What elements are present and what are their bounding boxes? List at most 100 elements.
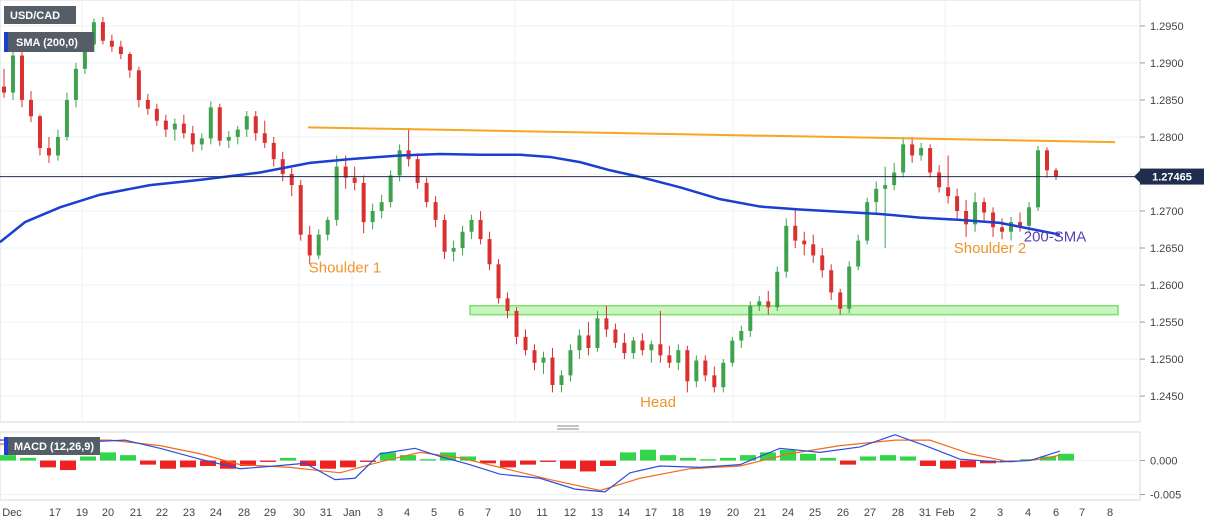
x-tick-label: 6 <box>1053 507 1059 519</box>
candle-body <box>397 150 402 176</box>
x-tick-label: 7 <box>485 507 491 519</box>
candle-body <box>379 202 384 211</box>
candle-body <box>334 166 339 220</box>
x-tick-label: 12 <box>564 507 576 519</box>
x-tick-label: 7 <box>1079 507 1085 519</box>
symbol-label: USD/CAD <box>10 10 60 22</box>
candle-body <box>244 116 249 130</box>
candle-body <box>82 44 87 69</box>
symbol-badge <box>4 6 76 24</box>
sma-badge <box>4 32 94 52</box>
candle-body <box>748 305 753 331</box>
histogram-bar <box>520 460 536 465</box>
candle-body <box>505 298 510 311</box>
sma200-polyline <box>0 152 1061 244</box>
candle-body <box>757 301 762 306</box>
candle-body <box>865 202 870 241</box>
histogram-bar <box>160 460 176 469</box>
candle-body <box>1009 222 1014 232</box>
x-tick-label: 13 <box>591 507 603 519</box>
candle-body <box>289 173 294 186</box>
candle-body <box>676 350 681 363</box>
histogram-bar <box>880 455 896 461</box>
x-tick-label: 17 <box>49 507 61 519</box>
candle-body <box>118 46 123 55</box>
annotation-label: 200-SMA <box>1024 228 1087 245</box>
candle-body <box>370 211 375 223</box>
candle-body <box>667 355 672 363</box>
candle-body <box>496 264 501 299</box>
candle-body <box>712 375 717 388</box>
candle-body <box>37 116 42 149</box>
candle-body <box>10 55 15 93</box>
candle-body <box>694 360 699 382</box>
candle-body <box>136 70 141 100</box>
histogram-bar <box>140 460 156 465</box>
x-tick-label: 21 <box>130 507 142 519</box>
histogram-bar <box>320 460 336 469</box>
histogram-bar <box>120 455 136 461</box>
candle-body <box>172 123 177 130</box>
candle-body <box>478 219 483 240</box>
candle-body <box>910 144 915 156</box>
candle-body <box>793 225 798 241</box>
trendline <box>307 126 1116 144</box>
x-tick-label: 20 <box>102 507 114 519</box>
histogram-bar <box>580 460 596 472</box>
x-tick-label: 22 <box>156 507 168 519</box>
candle-body <box>829 270 834 293</box>
candle-body <box>604 318 609 330</box>
y-tick-label: 1.2500 <box>1150 354 1184 366</box>
candle-body <box>469 219 474 232</box>
macd-axis: 0.000 -0.005 <box>1140 456 1181 502</box>
candle-body <box>640 340 645 351</box>
histogram-bar <box>640 449 656 461</box>
candle-body <box>568 350 573 376</box>
candle-body <box>433 202 438 220</box>
histogram-bar <box>220 460 236 469</box>
annotation-label: Shoulder 1 <box>309 259 382 276</box>
candle-body <box>730 340 735 363</box>
x-tick-label: 3 <box>997 507 1003 519</box>
y-tick-label: 1.2600 <box>1150 280 1184 292</box>
candle-body <box>586 335 591 348</box>
candle-body <box>316 234 321 256</box>
y-tick-label: 1.2650 <box>1150 243 1184 255</box>
symbol-legend: USD/CAD SMA (200,0) <box>4 6 94 52</box>
histogram-bar <box>860 456 876 461</box>
candle-body <box>415 159 420 183</box>
sma-line <box>0 152 1061 244</box>
candle-body <box>982 202 987 213</box>
candle-body <box>2 86 6 93</box>
candles <box>2 17 1058 393</box>
histogram-bar <box>260 460 276 462</box>
candle-body <box>235 129 240 137</box>
histogram-bar <box>380 452 396 461</box>
histogram-bar <box>600 460 616 466</box>
y-tick-label: 1.2900 <box>1150 58 1184 70</box>
macd-color-swatch <box>4 437 8 455</box>
macd-line <box>0 434 1061 493</box>
signal-polyline <box>0 439 1061 492</box>
histogram-bar <box>300 460 316 466</box>
candle-body <box>946 187 951 197</box>
candle-body <box>343 166 348 178</box>
histogram-bar <box>0 455 16 461</box>
histogram-bar <box>980 460 996 464</box>
candle-body <box>451 248 456 252</box>
candle-body <box>55 136 60 156</box>
x-tick-label: Dec <box>2 507 22 519</box>
candle-body <box>442 219 447 252</box>
x-tick-label: 26 <box>837 507 849 519</box>
resistance-trendline <box>307 126 1116 144</box>
candle-body <box>190 133 195 145</box>
current-price-tag: 1.27465 <box>1134 168 1204 185</box>
x-tick-label: 31 <box>919 507 931 519</box>
histogram-bar <box>560 460 576 469</box>
candle-body <box>820 255 825 271</box>
histogram-bar <box>900 456 916 461</box>
histogram-bar <box>480 460 496 464</box>
candle-body <box>550 357 555 385</box>
candle-body <box>874 188 879 203</box>
